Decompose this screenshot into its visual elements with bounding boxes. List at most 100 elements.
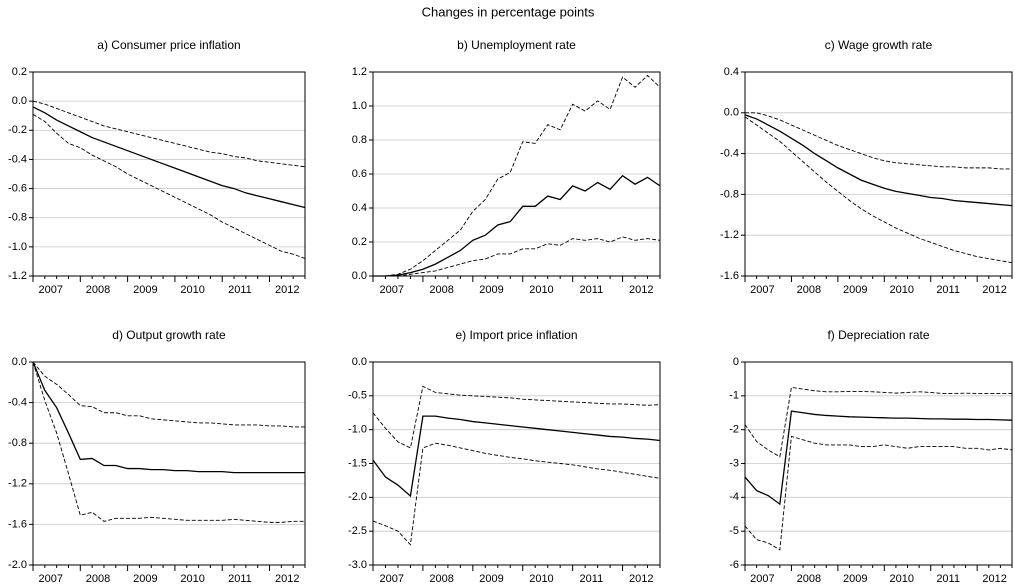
y-tick-label: -3 xyxy=(729,457,739,469)
y-tick-label: -6 xyxy=(729,559,739,571)
y-tick-label: -0.5 xyxy=(348,390,367,402)
y-tick-label: -0.4 xyxy=(8,397,27,409)
y-tick-label: -0.6 xyxy=(8,182,27,194)
plot-frame xyxy=(744,361,1013,566)
x-tick-label: 2012 xyxy=(275,284,299,296)
y-tick-label: -1.5 xyxy=(348,457,367,469)
y-tick-label: -3.0 xyxy=(348,559,367,571)
plot-frame xyxy=(372,71,661,277)
band-line xyxy=(372,385,661,449)
y-tick-label: -0.4 xyxy=(720,148,739,160)
central-line xyxy=(372,415,661,498)
x-tick-label: 2008 xyxy=(86,284,110,296)
x-tick-label: 2009 xyxy=(843,284,867,296)
y-tick-label: -2.0 xyxy=(348,491,367,503)
x-tick-label: 2011 xyxy=(936,284,960,296)
x-tick-label: 2008 xyxy=(429,284,453,296)
panel-title: f) Depreciation rate xyxy=(827,328,929,342)
x-tick-label: 2009 xyxy=(479,284,503,296)
y-tick-label: 1.2 xyxy=(352,66,367,78)
central-line xyxy=(32,106,306,209)
x-tick-label: 2012 xyxy=(275,573,299,585)
y-tick-label: -2.5 xyxy=(348,525,367,537)
x-tick-label: 2012 xyxy=(982,284,1006,296)
x-tick-label: 2010 xyxy=(889,573,913,585)
y-tick-label: -2 xyxy=(729,424,739,436)
y-tick-label: 1.0 xyxy=(352,100,367,112)
panel-title: e) Import price inflation xyxy=(455,328,577,342)
y-tick-label: -0.8 xyxy=(8,212,27,224)
y-tick-label: -1.2 xyxy=(720,229,739,241)
x-tick-label: 2007 xyxy=(379,573,403,585)
central-line xyxy=(32,361,305,474)
x-tick-label: 2012 xyxy=(629,573,653,585)
x-tick-label: 2012 xyxy=(982,573,1006,585)
x-tick-label: 2010 xyxy=(529,573,553,585)
x-tick-label: 2007 xyxy=(379,284,403,296)
plot-frame xyxy=(32,361,306,566)
plot-frame xyxy=(372,361,661,566)
x-tick-label: 2011 xyxy=(228,284,252,296)
x-tick-label: 2007 xyxy=(750,573,774,585)
band-line xyxy=(32,361,305,523)
y-tick-label: 0.4 xyxy=(352,202,367,214)
band-line xyxy=(744,435,1013,551)
y-tick-label: 0.2 xyxy=(352,236,367,248)
y-tick-label: 0.0 xyxy=(352,356,367,368)
y-tick-label: 0 xyxy=(733,356,739,368)
y-tick-label: 0.6 xyxy=(352,168,367,180)
y-tick-label: 0.0 xyxy=(12,95,27,107)
band-line xyxy=(373,236,661,277)
y-tick-label: -0.2 xyxy=(8,124,27,136)
y-tick-label: -1.0 xyxy=(348,424,367,436)
y-tick-label: -1.2 xyxy=(8,270,27,282)
panel-title: c) Wage growth rate xyxy=(825,38,933,52)
x-tick-label: 2009 xyxy=(133,573,157,585)
band-line xyxy=(32,113,306,259)
y-tick-label: -1 xyxy=(729,390,739,402)
band-line xyxy=(744,116,1013,264)
x-tick-label: 2010 xyxy=(889,284,913,296)
x-tick-label: 2007 xyxy=(750,284,774,296)
x-tick-label: 2011 xyxy=(936,573,960,585)
band-line xyxy=(744,386,1012,458)
x-tick-label: 2008 xyxy=(429,573,453,585)
x-tick-label: 2010 xyxy=(180,284,204,296)
x-tick-label: 2011 xyxy=(580,573,604,585)
x-tick-label: 2009 xyxy=(843,573,867,585)
y-tick-label: -1.2 xyxy=(8,478,27,490)
central-line xyxy=(744,114,1013,207)
y-tick-label: -5 xyxy=(729,525,739,537)
y-tick-label: -4 xyxy=(729,491,739,503)
central-line xyxy=(373,174,661,277)
x-tick-label: 2009 xyxy=(479,573,503,585)
band-line xyxy=(373,74,661,277)
y-tick-label: -0.8 xyxy=(8,437,27,449)
band-line xyxy=(32,100,306,168)
x-tick-label: 2012 xyxy=(629,284,653,296)
y-tick-label: 0.0 xyxy=(12,356,27,368)
y-tick-label: 0.2 xyxy=(12,66,27,78)
y-tick-label: -1.0 xyxy=(8,241,27,253)
y-tick-label: -1.6 xyxy=(8,518,27,530)
y-tick-label: -0.8 xyxy=(720,188,739,200)
x-tick-label: 2007 xyxy=(38,284,62,296)
y-tick-label: -0.4 xyxy=(8,153,27,165)
y-tick-label: 0.0 xyxy=(724,107,739,119)
band-line xyxy=(32,361,305,428)
panel-title: b) Unemployment rate xyxy=(457,38,576,52)
x-tick-label: 2011 xyxy=(580,284,604,296)
y-tick-label: 0.0 xyxy=(352,270,367,282)
x-tick-label: 2009 xyxy=(133,284,157,296)
band-line xyxy=(372,442,661,546)
plot-frame xyxy=(32,71,306,277)
y-tick-label: -1.6 xyxy=(720,270,739,282)
x-tick-label: 2008 xyxy=(797,573,821,585)
panel-title: a) Consumer price inflation xyxy=(97,38,240,52)
x-tick-label: 2010 xyxy=(180,573,204,585)
x-tick-label: 2010 xyxy=(529,284,553,296)
panel-title: d) Output growth rate xyxy=(112,328,226,342)
y-tick-label: -2.0 xyxy=(8,559,27,571)
x-tick-label: 2008 xyxy=(797,284,821,296)
